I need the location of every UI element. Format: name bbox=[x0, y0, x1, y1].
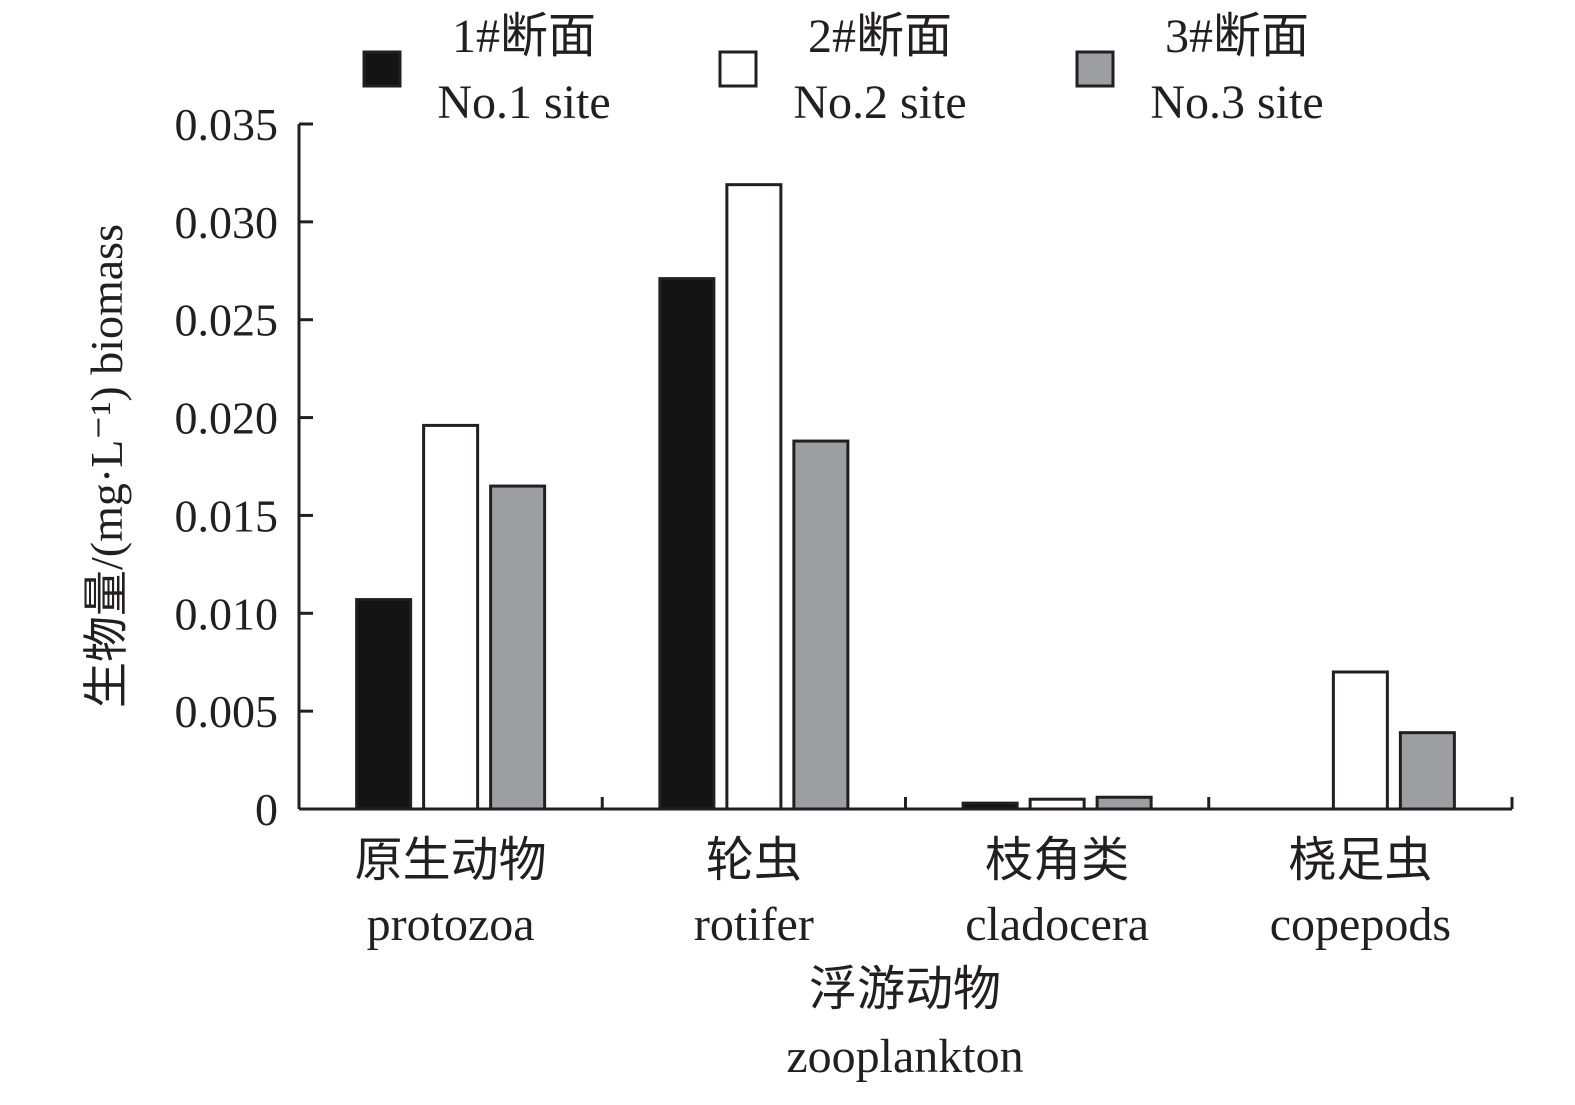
y-tick-label: 0.010 bbox=[175, 588, 279, 639]
y-tick-label: 0.015 bbox=[175, 490, 279, 541]
y-tick-label: 0.025 bbox=[175, 295, 279, 346]
x-axis-title-zh: 浮游动物 bbox=[809, 963, 1001, 1016]
bar bbox=[961, 801, 1019, 811]
legend-swatch bbox=[362, 50, 402, 88]
y-ticks: 0 0.005 0.010 0.015 0.020 0.025 0.030 0.035 bbox=[175, 99, 313, 835]
legend-label-zh: 1#断面 bbox=[452, 10, 596, 63]
x-category-label-zh: 轮虫 bbox=[706, 834, 802, 887]
legend-swatch bbox=[718, 50, 758, 88]
bar bbox=[792, 439, 850, 811]
bar bbox=[489, 484, 547, 811]
legend-label-en: No.1 site bbox=[437, 76, 610, 129]
legend-label-en: No.3 site bbox=[1150, 76, 1323, 129]
bar bbox=[1095, 795, 1153, 811]
x-category-label-en: copepods bbox=[1270, 898, 1451, 951]
y-axis-title: 生物量/(mg·L⁻¹) biomass bbox=[81, 224, 132, 708]
x-axis-title-en: zooplankton bbox=[786, 1030, 1023, 1083]
y-tick-label: 0.035 bbox=[175, 99, 279, 150]
bar bbox=[725, 183, 783, 811]
y-tick-label: 0.005 bbox=[175, 686, 279, 737]
legend: 1#断面 No.1 site 2#断面 No.2 site 3#断面 No.3 site bbox=[362, 10, 1324, 129]
y-tick-label: 0 bbox=[255, 784, 278, 835]
x-category-label-zh: 桡足虫 bbox=[1288, 834, 1432, 887]
x-category-label-zh: 枝角类 bbox=[985, 834, 1129, 887]
y-tick-label: 0.030 bbox=[175, 197, 279, 248]
legend-label-zh: 2#断面 bbox=[808, 10, 952, 63]
x-category-label-en: cladocera bbox=[965, 898, 1149, 951]
axes bbox=[297, 124, 1514, 811]
bar bbox=[1398, 731, 1456, 811]
bar bbox=[1028, 797, 1086, 811]
x-category-label-en: rotifer bbox=[694, 898, 814, 951]
legend-label-zh: 3#断面 bbox=[1165, 10, 1309, 63]
y-tick-label: 0.020 bbox=[175, 393, 279, 444]
legend-label-en: No.2 site bbox=[793, 76, 966, 129]
x-categories: 原生动物 protozoa 轮虫 rotifer 枝角类 cladocera 桡足虫 cope… bbox=[355, 834, 1451, 951]
legend-swatch bbox=[1075, 50, 1115, 88]
bars bbox=[355, 183, 1456, 811]
bar bbox=[658, 277, 716, 811]
bar bbox=[422, 423, 480, 811]
x-category-label-en: protozoa bbox=[367, 898, 535, 951]
bar bbox=[1331, 670, 1389, 811]
bar bbox=[355, 598, 413, 811]
x-category-label-zh: 原生动物 bbox=[355, 834, 547, 887]
